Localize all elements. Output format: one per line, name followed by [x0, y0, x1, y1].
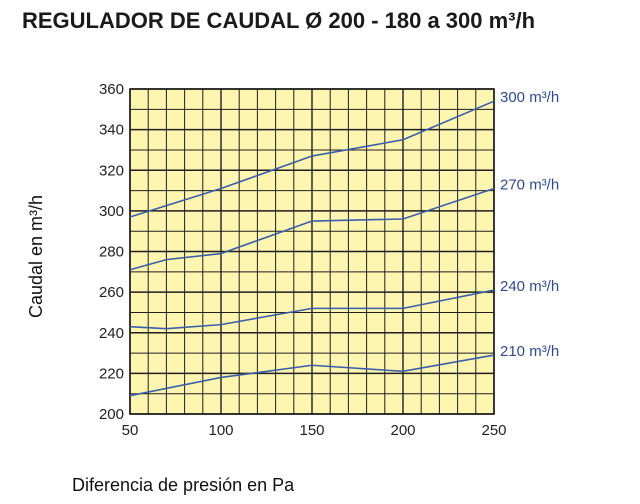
series-line [129, 354, 495, 397]
x-axis-label: Diferencia de presión en Pa [72, 475, 295, 495]
y-tick-label: 360 [99, 81, 124, 98]
y-tick-label: 340 [99, 122, 124, 139]
y-axis-label: Caudal en m³/h [26, 195, 46, 318]
y-tick-label: 300 [99, 203, 124, 220]
x-tick-label: 50 [122, 422, 139, 439]
x-tick-label: 150 [299, 422, 324, 439]
series-line [129, 289, 495, 330]
series-label: 240 m³/h [500, 278, 559, 295]
y-tick-label: 280 [99, 244, 124, 261]
chart-title: REGULADOR DE CAUDAL Ø 200 - 180 a 300 m³… [22, 8, 536, 33]
tick-labels: 200 220 240 260 280 300 320 340 360 50 100 150 200 25… [99, 81, 507, 439]
y-tick-label: 320 [99, 162, 124, 179]
y-tick-label: 220 [99, 365, 124, 382]
y-tick-label: 200 [99, 406, 124, 423]
x-tick-label: 250 [481, 422, 506, 439]
series-label: 210 m³/h [500, 343, 559, 360]
series-labels: 300 m³/h 270 m³/h 240 m³/h 210 m³/h [500, 89, 559, 360]
y-tick-label: 260 [99, 284, 124, 301]
x-tick-label: 100 [208, 422, 233, 439]
series-label: 300 m³/h [500, 89, 559, 106]
x-tick-label: 200 [390, 422, 415, 439]
series-lines [129, 100, 495, 397]
plot-border [129, 88, 495, 415]
y-tick-label: 240 [99, 325, 124, 342]
grid-lines [129, 88, 495, 415]
series-label: 270 m³/h [500, 177, 559, 194]
series-line [129, 187, 495, 271]
series-line [129, 100, 495, 218]
